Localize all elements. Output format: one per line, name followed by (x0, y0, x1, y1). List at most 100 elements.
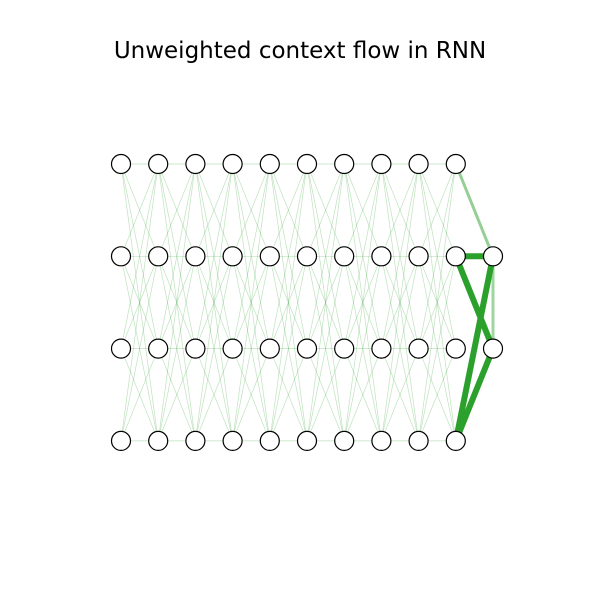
light-edge (269, 255, 308, 349)
light-edge (418, 255, 457, 349)
light-edge (157, 348, 196, 442)
light-edge (418, 255, 457, 442)
light-edge (195, 163, 233, 349)
light-edge (418, 163, 457, 349)
light-edge (343, 255, 382, 442)
network-node (110, 153, 132, 175)
light-edge (343, 348, 382, 442)
light-edge (269, 348, 308, 442)
network-node (185, 338, 206, 359)
highlight-edge-group (452, 162, 496, 444)
light-edge (195, 163, 233, 349)
light-edge (195, 255, 233, 442)
network-node (110, 338, 132, 359)
light-edge (306, 255, 345, 349)
light-edge (343, 348, 382, 442)
network-node (185, 153, 206, 175)
light-edge (157, 163, 196, 349)
light-edge (306, 163, 345, 442)
light-edge (343, 163, 382, 442)
light-edge (232, 163, 271, 257)
light-edge (381, 163, 419, 349)
network-node (296, 153, 318, 175)
light-edge (381, 348, 419, 442)
light-edge (120, 348, 159, 442)
light-edge (306, 255, 345, 442)
light-edge (418, 163, 457, 442)
light-edge (269, 255, 308, 349)
network-node (371, 246, 392, 267)
network-node (222, 246, 243, 267)
light-edge (269, 163, 308, 349)
light-edge (381, 163, 419, 442)
light-edge (418, 348, 457, 442)
light-edge (343, 255, 382, 442)
network-node (148, 246, 169, 267)
light-edge (120, 163, 159, 257)
light-edge (381, 163, 419, 257)
network-node (185, 430, 206, 451)
light-edge (120, 255, 159, 349)
light-edge (343, 163, 382, 257)
light-edge (195, 163, 233, 442)
light-edge (418, 163, 457, 349)
light-edge (343, 255, 382, 349)
light-edge (157, 255, 196, 442)
light-edge (195, 255, 233, 442)
light-edge (232, 255, 271, 349)
light-edge (306, 163, 345, 349)
light-edge (120, 163, 159, 349)
light-edge (195, 348, 233, 442)
network-node (259, 430, 280, 451)
light-edge (381, 255, 419, 349)
light-edge (157, 163, 196, 349)
light-edge (343, 163, 382, 442)
light-edge (269, 348, 308, 442)
network-node (408, 430, 429, 451)
light-edge (232, 255, 271, 349)
light-edge (157, 163, 196, 442)
context-flow-edge (454, 162, 495, 258)
light-edge (306, 163, 345, 257)
light-edge (120, 163, 159, 442)
network-node (371, 153, 392, 175)
network-node (408, 153, 429, 175)
light-edge (195, 255, 233, 349)
light-edge (232, 163, 271, 442)
network-node (148, 430, 169, 451)
light-edge (269, 163, 308, 442)
light-edge (343, 255, 382, 349)
network-node (259, 338, 280, 359)
network-node (296, 338, 318, 359)
network-node (334, 153, 355, 175)
light-edge (381, 163, 419, 257)
light-edge (232, 163, 271, 442)
light-edge (381, 255, 419, 442)
network-node (296, 246, 318, 267)
light-edge (232, 255, 271, 442)
network-node (259, 246, 280, 267)
network-node (334, 246, 355, 267)
network-node (408, 338, 429, 359)
light-edge (418, 163, 457, 257)
network-node (296, 430, 318, 451)
light-edge (120, 163, 159, 442)
light-edge (418, 255, 457, 442)
light-edge (157, 255, 196, 442)
network-node (408, 246, 429, 267)
network-node (259, 153, 280, 175)
network-node (222, 338, 243, 359)
light-edge (269, 255, 308, 442)
light-edge (232, 255, 271, 442)
light-edge (418, 348, 457, 442)
network-node (334, 338, 355, 359)
light-edge (269, 163, 308, 442)
light-edge-group (120, 163, 457, 442)
light-edge (157, 348, 196, 442)
network-node (110, 430, 132, 451)
light-edge (157, 163, 196, 257)
light-edge (343, 163, 382, 349)
network-node (445, 246, 466, 267)
light-edge (306, 255, 345, 442)
light-edge (418, 163, 457, 442)
